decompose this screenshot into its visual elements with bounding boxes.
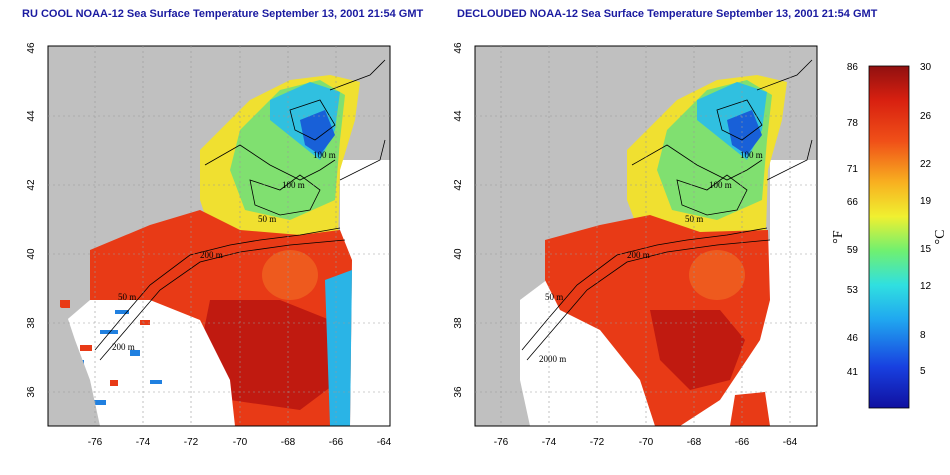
left-map-gridlines [48, 46, 390, 426]
x-tick-label: -66 [329, 437, 344, 448]
right-x-axis: -76 -74 -72 -70 -68 -66 -64 [494, 437, 798, 448]
celsius-tick-label: 22 [920, 159, 932, 170]
celsius-tick-label: 8 [920, 330, 926, 341]
y-tick-label: 44 [26, 110, 37, 122]
x-tick-label: -76 [88, 437, 103, 448]
x-tick-label: -64 [783, 437, 798, 448]
x-tick-label: -74 [136, 437, 151, 448]
fahrenheit-tick-label: 41 [847, 367, 859, 378]
right-contour-label: 50 m [685, 214, 703, 224]
y-tick-label: 44 [453, 110, 464, 122]
right-contour-label: 200 m [627, 250, 650, 260]
left-contour-label: 200 m [200, 250, 223, 260]
celsius-tick-label: 19 [920, 196, 932, 207]
fahrenheit-tick-label: 71 [847, 164, 859, 175]
celsius-tick-label: 12 [920, 281, 932, 292]
colorbar: 86 78 71 66 59 53 46 41 30 26 22 19 15 1… [831, 62, 948, 409]
celsius-tick-label: 5 [920, 366, 926, 377]
fahrenheit-tick-label: 59 [847, 245, 859, 256]
left-contour-label: 100 m [313, 150, 336, 160]
x-tick-label: -72 [184, 437, 199, 448]
right-contour-labels: 100 m 100 m 50 m 200 m 50 m 2000 m [539, 150, 763, 364]
y-tick-label: 40 [453, 248, 464, 260]
right-map-gridlines [475, 46, 817, 426]
left-map-frame [47, 45, 391, 427]
right-map-title: DECLOUDED NOAA-12 Sea Surface Temperatur… [457, 8, 878, 20]
y-tick-label: 42 [453, 179, 464, 191]
x-tick-label: -72 [590, 437, 605, 448]
right-contour-label: 100 m [740, 150, 763, 160]
x-tick-label: -66 [735, 437, 750, 448]
y-tick-label: 40 [26, 248, 37, 260]
fahrenheit-tick-label: 53 [847, 285, 859, 296]
x-tick-label: -68 [281, 437, 296, 448]
y-tick-label: 38 [453, 317, 464, 329]
left-contour-label: 100 m [282, 180, 305, 190]
left-x-axis: -76 -74 -72 -70 -68 -66 -64 [88, 437, 392, 448]
colorbar-celsius-ticks: 30 26 22 19 15 12 8 5 [920, 62, 932, 377]
left-y-axis: 36 38 40 42 44 46 [26, 42, 37, 398]
celsius-unit-label: °C [933, 230, 948, 245]
left-contour-labels: 100 m 100 m 50 m 200 m 50 m 200 m [112, 150, 336, 352]
celsius-tick-label: 30 [920, 62, 932, 73]
left-map [48, 46, 390, 426]
y-tick-label: 38 [26, 317, 37, 329]
colorbar-fahrenheit-ticks: 86 78 71 66 59 53 46 41 [847, 62, 859, 378]
left-contour-label: 200 m [112, 342, 135, 352]
right-contour-label: 50 m [545, 292, 563, 302]
x-tick-label: -70 [639, 437, 654, 448]
y-tick-label: 36 [453, 386, 464, 398]
fahrenheit-tick-label: 46 [847, 333, 859, 344]
fahrenheit-tick-label: 66 [847, 197, 859, 208]
right-contour-label: 2000 m [539, 354, 566, 364]
fahrenheit-unit-label: °F [831, 230, 846, 244]
x-tick-label: -64 [377, 437, 392, 448]
right-y-axis: 36 38 40 42 44 46 [453, 42, 464, 398]
fahrenheit-tick-label: 86 [847, 62, 859, 73]
y-tick-label: 46 [453, 42, 464, 54]
y-tick-label: 46 [26, 42, 37, 54]
x-tick-label: -76 [494, 437, 509, 448]
x-tick-label: -70 [233, 437, 248, 448]
celsius-tick-label: 26 [920, 111, 932, 122]
left-contour-label: 50 m [118, 292, 136, 302]
x-tick-label: -74 [542, 437, 557, 448]
left-map-title: RU COOL NOAA-12 Sea Surface Temperature … [22, 8, 424, 20]
left-contour-label: 50 m [258, 214, 276, 224]
y-tick-label: 36 [26, 386, 37, 398]
x-tick-label: -68 [687, 437, 702, 448]
colorbar-gradient [868, 65, 910, 409]
fahrenheit-tick-label: 78 [847, 118, 859, 129]
right-contour-label: 100 m [709, 180, 732, 190]
celsius-tick-label: 15 [920, 244, 932, 255]
y-tick-label: 42 [26, 179, 37, 191]
